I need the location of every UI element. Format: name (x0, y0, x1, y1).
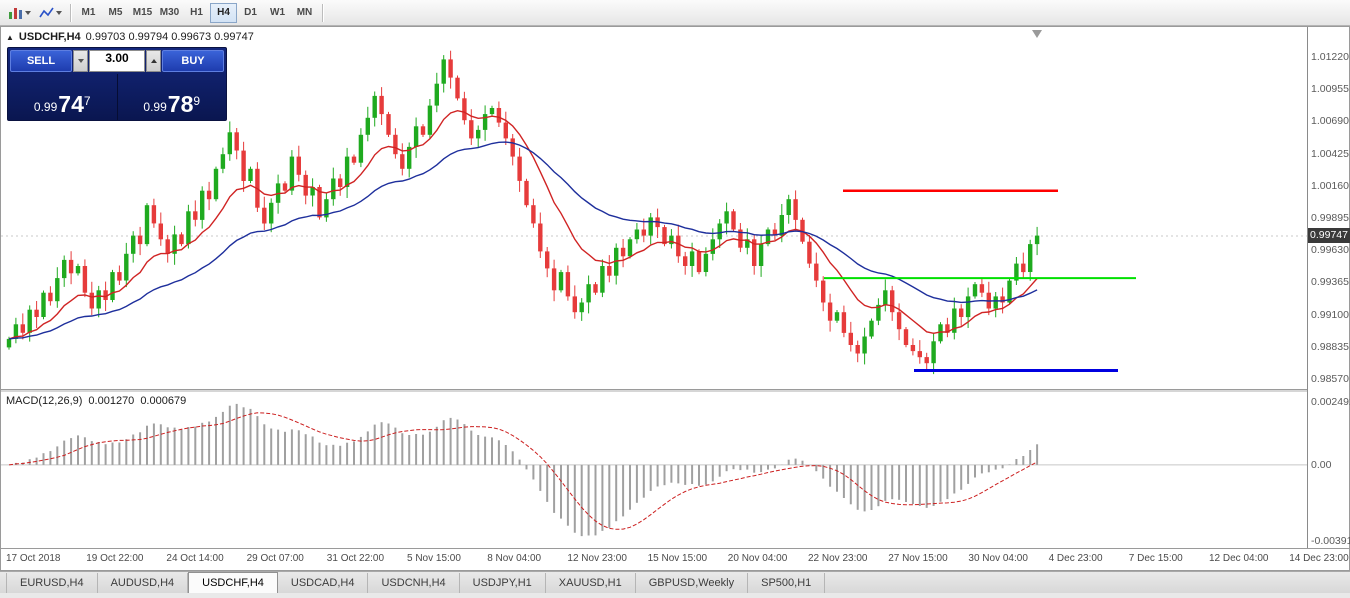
chart-window: ▲ USDCHF,H4 0.99703 0.99794 0.99673 0.99… (0, 26, 1350, 571)
chevron-down-icon (25, 10, 31, 15)
time-axis-label: 24 Oct 14:00 (166, 553, 224, 564)
timeframe-h4-button[interactable]: H4 (210, 2, 237, 23)
toolbar-separator (322, 3, 323, 22)
bid-point: 7 (83, 94, 91, 108)
chart-ohlc-values: 0.99703 0.99794 0.99673 0.99747 (85, 31, 254, 43)
price-axis[interactable]: 0.99747 0.002492 0.00 -0.003913 1.01220 1… (1307, 27, 1350, 548)
macd-name: MACD(12,26,9) (6, 395, 83, 407)
indicator-line-icon (39, 7, 54, 17)
time-axis-label: 27 Nov 15:00 (888, 553, 948, 564)
caret-up-icon (150, 59, 157, 63)
price-axis-label: 0.99895 (1311, 212, 1349, 224)
bid-quote[interactable]: 0.99 74 7 (8, 74, 118, 120)
pane-splitter[interactable] (1, 389, 1349, 392)
trade-panel-toggle-icon[interactable]: ▲ (6, 32, 14, 42)
tab-usdjpy-h1[interactable]: USDJPY,H1 (460, 573, 546, 593)
toolbar: M1 M5 M15 M30 H1 H4 D1 W1 MN (0, 0, 1350, 26)
volume-increase-button[interactable] (146, 50, 161, 72)
time-axis-label: 22 Nov 23:00 (808, 553, 868, 564)
time-axis-label: 4 Dec 23:00 (1048, 553, 1103, 564)
bid-pips: 74 (58, 91, 84, 117)
time-axis-label: 15 Nov 15:00 (647, 553, 708, 564)
time-axis-label: 12 Dec 04:00 (1209, 553, 1269, 564)
price-axis-label: 1.01220 (1311, 51, 1349, 63)
bid-base: 0.99 (33, 100, 58, 114)
macd-main-value: 0.001270 (88, 395, 135, 407)
price-pane: ▲ USDCHF,H4 0.99703 0.99794 0.99673 0.99… (1, 27, 1349, 389)
price-axis-label: 0.99630 (1311, 244, 1349, 257)
sell-button[interactable]: SELL (10, 50, 72, 72)
volume-decrease-button[interactable] (73, 50, 88, 72)
macd-axis-top-label: 0.002492 (1311, 396, 1350, 408)
tab-eurusd-h4[interactable]: EURUSD,H4 (6, 573, 98, 593)
time-axis-label: 20 Nov 04:00 (727, 553, 788, 564)
chart-title: ▲ USDCHF,H4 0.99703 0.99794 0.99673 0.99… (6, 31, 254, 43)
buy-button[interactable]: BUY (162, 50, 224, 72)
tab-usdchf-h4[interactable]: USDCHF,H4 (188, 572, 278, 593)
chart-type-button[interactable] (4, 3, 35, 23)
tab-sp500-h1[interactable]: SP500,H1 (748, 573, 826, 593)
macd-pane: MACD(12,26,9) 0.001270 0.000679 (1, 392, 1349, 548)
macd-indicator-label: MACD(12,26,9) 0.001270 0.000679 (6, 395, 186, 407)
tab-xauusd-h1[interactable]: XAUUSD,H1 (546, 573, 636, 593)
current-price-badge: 0.99747 (1308, 228, 1350, 243)
price-axis-label: 1.00690 (1311, 115, 1349, 128)
tab-usdcad-h4[interactable]: USDCAD,H4 (278, 573, 369, 593)
tab-usdcnh-h4[interactable]: USDCNH,H4 (368, 573, 460, 593)
price-axis-label: 1.00160 (1311, 179, 1349, 192)
indicators-button[interactable] (35, 3, 66, 23)
price-axis-label: 1.00425 (1311, 147, 1349, 160)
chart-symbol-period: USDCHF,H4 (18, 31, 81, 43)
ask-point: 9 (193, 94, 201, 108)
ask-pips: 78 (167, 91, 194, 117)
timeframe-m15-button[interactable]: M15 (129, 3, 156, 23)
time-axis-label: 29 Oct 07:00 (246, 553, 304, 564)
macd-signal-value: 0.000679 (140, 395, 187, 407)
time-axis-label: 30 Nov 04:00 (968, 553, 1028, 564)
timeframe-w1-button[interactable]: W1 (264, 3, 291, 23)
caret-down-icon (77, 59, 84, 63)
tab-audusd-h4[interactable]: AUDUSD,H4 (98, 573, 189, 593)
ask-base: 0.99 (143, 100, 167, 114)
time-axis-label: 31 Oct 22:00 (326, 553, 385, 564)
ask-quote[interactable]: 0.99 78 9 (118, 74, 227, 120)
chevron-down-icon (56, 10, 62, 15)
toolbar-separator (70, 3, 71, 22)
tab-gbpusd-weekly[interactable]: GBPUSD,Weekly (636, 573, 749, 593)
chart-icon (8, 6, 23, 20)
timeframe-mn-button[interactable]: MN (291, 3, 318, 23)
macd-axis-bottom-label: -0.003913 (1311, 535, 1350, 547)
price-axis-label: 0.98570 (1311, 373, 1349, 385)
time-axis-label: 14 Dec 23:00 (1289, 553, 1349, 564)
price-axis-label: 0.99365 (1311, 276, 1349, 289)
macd-axis-zero-label: 0.00 (1311, 459, 1332, 471)
price-axis-label: 1.00955 (1311, 83, 1349, 96)
timeframe-m1-button[interactable]: M1 (75, 3, 102, 23)
time-axis[interactable]: 17 Oct 2018 19 Oct 22:00 24 Oct 14:00 29 Oc… (1, 548, 1349, 570)
macd-chart-canvas[interactable] (1, 392, 1349, 548)
timeframe-d1-button[interactable]: D1 (237, 3, 264, 23)
time-axis-label: 12 Nov 23:00 (567, 553, 627, 564)
one-click-trading-panel: SELL 3.00 BUY 0.99 74 7 0.99 78 9 (7, 47, 227, 121)
price-axis-label: 0.99100 (1311, 308, 1349, 321)
timeframe-m30-button[interactable]: M30 (156, 3, 183, 23)
price-chart-canvas[interactable] (1, 27, 1349, 389)
timeframe-m5-button[interactable]: M5 (102, 3, 129, 23)
price-axis-label: 0.98835 (1311, 340, 1349, 353)
chart-tab-bar: EURUSD,H4 AUDUSD,H4 USDCHF,H4 USDCAD,H4 … (0, 571, 1350, 593)
volume-input[interactable]: 3.00 (89, 50, 145, 72)
time-axis-label: 5 Nov 15:00 (407, 553, 461, 564)
time-axis-label: 8 Nov 04:00 (487, 553, 542, 564)
time-axis-label: 7 Dec 15:00 (1128, 553, 1183, 564)
time-axis-label: 19 Oct 22:00 (86, 553, 144, 564)
timeframe-h1-button[interactable]: H1 (183, 3, 210, 23)
time-axis-label: 17 Oct 2018 (6, 553, 61, 564)
